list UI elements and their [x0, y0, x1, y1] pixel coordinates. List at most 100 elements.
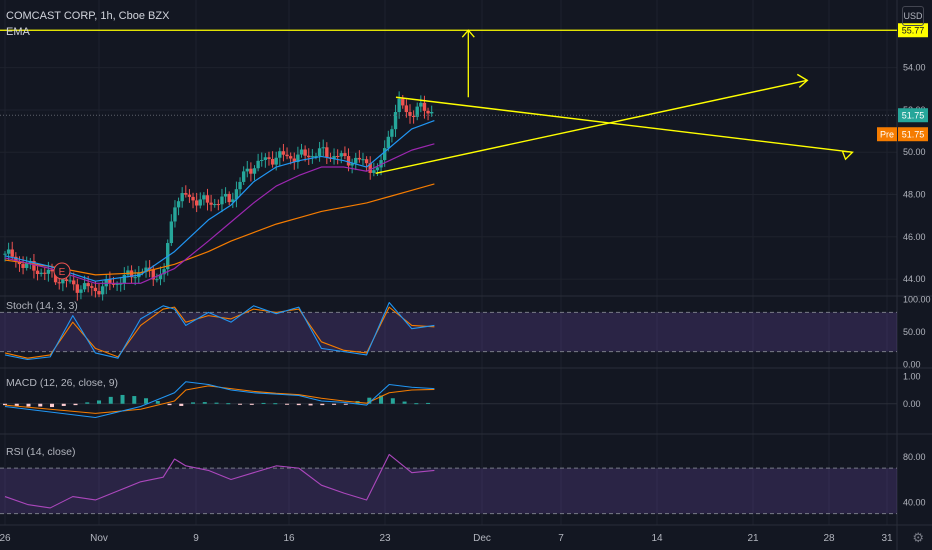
candle-body [61, 279, 65, 284]
earnings-letter: E [59, 267, 66, 278]
earnings-marker [53, 262, 71, 280]
candle-body [191, 196, 195, 201]
ema-fast-line [4, 119, 435, 282]
target-arrowhead [461, 29, 475, 38]
candle-body [393, 112, 398, 130]
x-tick-5: Dec [473, 533, 491, 544]
ema-slow-line [4, 183, 435, 276]
candle-body [321, 147, 325, 149]
candle-body [57, 282, 61, 284]
resistance-badge [898, 23, 928, 38]
rsi-label[interactable]: RSI (14, close) [6, 446, 76, 458]
candle-body [151, 269, 155, 280]
macd-hist-bar [14, 403, 19, 406]
candle-body [310, 156, 315, 158]
pre-market-tag-text: Pre [880, 130, 894, 140]
candle-body [14, 256, 18, 262]
candle-body [155, 279, 159, 281]
candle-body [263, 157, 268, 160]
main-y-tick-0: 54.00 [903, 63, 926, 73]
candle-body [245, 168, 249, 172]
candle-body [411, 115, 416, 117]
macd-hist-bar [261, 402, 266, 404]
candle-body [256, 160, 260, 169]
x-tick-8: 21 [747, 533, 759, 544]
candle-body [252, 168, 257, 174]
candle-body [24, 262, 29, 268]
candle-body [72, 280, 76, 285]
triangle-upper-arrowhead [841, 150, 854, 161]
candle-body [296, 154, 300, 163]
candle-body [39, 272, 43, 275]
candle-body [238, 181, 242, 190]
macd-hist-bar [26, 403, 31, 407]
candle-body [162, 269, 166, 275]
candle-body [115, 283, 119, 285]
x-tick-4: 23 [379, 533, 391, 544]
macd-hist-bar [367, 397, 372, 404]
candle-body [404, 105, 409, 113]
candle-body [86, 283, 90, 287]
main-y-tick-3: 48.00 [903, 190, 926, 200]
candle-body [46, 269, 51, 274]
macd-hist-bar [132, 396, 137, 404]
stoch-y-tick-2: 0.00 [903, 360, 921, 370]
candle-body [43, 272, 47, 274]
gear-icon[interactable]: ⚙ [912, 530, 924, 545]
stoch-label[interactable]: Stoch (14, 3, 3) [6, 300, 78, 312]
candle-body [90, 286, 94, 288]
candle-body [379, 160, 383, 168]
candle-body [187, 194, 192, 197]
macd-hist-bar [332, 403, 337, 405]
candle-body [64, 279, 69, 281]
candle-body [176, 201, 181, 208]
candle-body [122, 274, 127, 284]
macd-hist-bar [155, 401, 160, 404]
macd-hist-bar [308, 403, 313, 406]
candle-body [343, 153, 347, 157]
candle-body [119, 283, 123, 285]
candle-body [79, 289, 83, 293]
candle-body [285, 154, 289, 157]
last-price-badge-text: 51.75 [902, 111, 925, 121]
macd-hist-bar [120, 394, 125, 404]
candle-body [6, 249, 11, 254]
macd-hist-bar [402, 401, 407, 404]
candle-body [382, 148, 387, 161]
macd-hist-bar [191, 402, 196, 404]
candle-body [260, 159, 264, 161]
currency-button[interactable]: USD [902, 6, 924, 26]
ema-mid-line [4, 143, 435, 284]
macd-hist-bar [214, 402, 219, 404]
candle-body [292, 158, 296, 163]
stoch-band-fill [0, 312, 897, 352]
macd-histogram [3, 394, 431, 408]
candle-body [364, 159, 369, 164]
candle-body [274, 157, 278, 165]
candle-body [249, 168, 253, 174]
candle-body [278, 151, 282, 158]
candle-body [361, 159, 365, 161]
candle-body [97, 291, 101, 295]
candle-body [422, 102, 427, 111]
earnings-circle [53, 262, 71, 280]
rsi-y-tick-1: 40.00 [903, 497, 926, 507]
candle-body [21, 264, 25, 268]
pre-market-tag [877, 127, 897, 142]
x-tick-2: 9 [193, 533, 199, 544]
macd-hist-bar [85, 402, 90, 404]
candle-body [202, 195, 206, 200]
macd-hist-bar [144, 398, 149, 404]
indicator-label-ema[interactable]: EMA [6, 26, 30, 38]
candle-body [241, 171, 246, 182]
candle-body [354, 157, 358, 164]
candle-body [209, 202, 213, 205]
main-y-tick-5: 44.00 [903, 274, 926, 284]
x-tick-6: 7 [558, 533, 564, 544]
main-y-tick-2: 50.00 [903, 147, 926, 157]
main-y-tick-4: 46.00 [903, 232, 926, 242]
candle-body [397, 98, 401, 113]
macd-label[interactable]: MACD (12, 26, close, 9) [6, 377, 119, 389]
candle-body [158, 274, 163, 280]
